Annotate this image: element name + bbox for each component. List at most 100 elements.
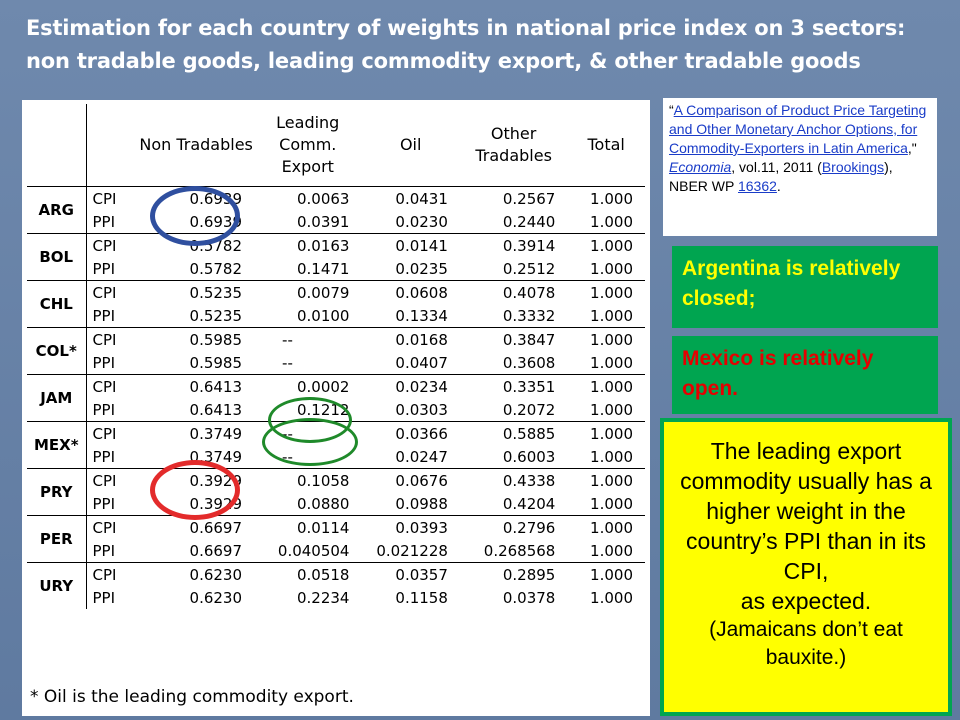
value-cell: 0.2440	[502, 212, 556, 231]
value-cell: 0.0114	[254, 515, 362, 539]
value-cell: --	[282, 353, 293, 372]
value-cell: 0.0079	[254, 280, 362, 304]
argentina-note: Argentina is relatively closed;	[672, 246, 938, 328]
value-cell: 0.0303	[395, 400, 448, 419]
value-cell: 0.0676	[361, 468, 460, 492]
value-cell: 0.0407	[395, 353, 448, 372]
value-cell: 1.000	[590, 447, 633, 466]
index-type-cell: PPI	[92, 212, 116, 231]
value-cell: 0.0880	[296, 494, 350, 513]
value-cell: 0.0357	[361, 562, 460, 586]
reference-citation: “A Comparison of Product Price Targeting…	[663, 98, 937, 236]
value-cell: --	[254, 327, 362, 351]
value-cell: 0.1334	[395, 306, 448, 325]
value-cell: 1.000	[567, 233, 645, 257]
value-cell: 0.0393	[361, 515, 460, 539]
table-row: PPI 0.3929 0.0880 0.0988 0.4204 1.000	[27, 492, 645, 516]
country-cell: COL*	[27, 327, 87, 375]
value-cell: 1.000	[590, 494, 633, 513]
country-cell: PRY	[27, 468, 87, 516]
value-cell: 0.2234	[296, 588, 350, 607]
index-type-cell: CPI	[86, 515, 139, 539]
value-cell: 1.000	[567, 515, 645, 539]
index-type-cell: PPI	[92, 400, 116, 419]
index-type-cell: CPI	[86, 327, 139, 351]
value-cell: 0.5235	[189, 306, 243, 325]
value-cell: 0.6413	[189, 400, 243, 419]
table-row: PRY CPI 0.3929 0.1058 0.0676 0.4338 1.000	[27, 468, 645, 516]
index-type-cell: CPI	[86, 233, 139, 257]
index-type-cell: PPI	[92, 588, 116, 607]
ref-wp-link[interactable]: 16362	[737, 178, 777, 194]
value-cell: 1.000	[590, 306, 633, 325]
value-cell: 0.0234	[361, 374, 460, 398]
value-cell: 0.040504	[277, 541, 350, 560]
value-cell: 0.2512	[502, 259, 556, 278]
slide-title: Estimation for each country of weights i…	[26, 16, 906, 73]
header-total: Total	[567, 104, 645, 187]
header-leading-export: Leading Comm. Export	[254, 104, 362, 187]
value-cell: 0.1158	[395, 588, 448, 607]
arg-highlight-circle	[150, 186, 240, 246]
ref-brookings-link[interactable]: Brookings	[821, 159, 885, 175]
value-cell: 0.2796	[459, 515, 568, 539]
value-cell: 0.1058	[254, 468, 362, 492]
value-cell: 0.0163	[254, 233, 362, 257]
country-cell: PER	[27, 515, 87, 563]
table-row: CHL CPI 0.5235 0.0079 0.0608 0.4078 1.000	[27, 280, 645, 328]
value-cell: 0.6697	[138, 515, 255, 539]
country-cell: URY	[27, 562, 87, 609]
value-cell: 0.3914	[459, 233, 568, 257]
country-cell: CHL	[27, 280, 87, 328]
index-type-cell: CPI	[86, 280, 139, 304]
header-country	[27, 104, 87, 187]
country-cell: ARG	[27, 186, 87, 234]
value-cell: 1.000	[567, 374, 645, 398]
index-type-cell: PPI	[92, 447, 116, 466]
value-cell: 1.000	[590, 259, 633, 278]
ref-journal-link[interactable]: Economia	[669, 159, 732, 175]
value-cell: 1.000	[567, 327, 645, 351]
index-type-cell: PPI	[92, 494, 116, 513]
value-cell: 0.4338	[459, 468, 568, 492]
header-non-tradables: Non Tradables	[138, 104, 255, 187]
value-cell: 0.6413	[138, 374, 255, 398]
ref-open-paren: (	[813, 159, 822, 175]
value-cell: 0.0002	[254, 374, 362, 398]
value-cell: 0.0235	[395, 259, 448, 278]
table-row: PPI 0.6697 0.040504 0.021228 0.268568 1.000	[27, 539, 645, 563]
ref-end: .	[776, 178, 781, 194]
value-cell: 0.0608	[361, 280, 460, 304]
lead-expected-text: as expected.	[740, 588, 872, 614]
value-cell: 1.000	[590, 541, 633, 560]
value-cell: 0.0391	[296, 212, 350, 231]
value-cell: 0.5782	[189, 259, 243, 278]
index-type-cell: PPI	[92, 306, 116, 325]
ref-volume: , vol.11, 2011	[731, 159, 814, 175]
value-cell: 1.000	[567, 421, 645, 445]
value-cell: 0.6230	[189, 588, 243, 607]
mexico-note: Mexico is relatively open.	[672, 336, 938, 414]
table-row: URY CPI 0.6230 0.0518 0.0357 0.2895 1.000	[27, 562, 645, 609]
ref-paper-link[interactable]: A Comparison of Product Price Targeting …	[669, 102, 927, 156]
leading-export-note: The leading export commodity usually has…	[660, 418, 952, 716]
value-cell: 1.000	[590, 400, 633, 419]
value-cell: 0.0063	[254, 186, 362, 210]
header-oil: Oil	[361, 104, 460, 187]
value-cell: 0.0431	[361, 186, 460, 210]
value-cell: 0.2072	[502, 400, 556, 419]
table-footnote: * Oil is the leading commodity export.	[30, 687, 354, 707]
value-cell: 0.0247	[395, 447, 448, 466]
value-cell: 0.5985	[138, 327, 255, 351]
table-row: JAM CPI 0.6413 0.0002 0.0234 0.3351 1.000	[27, 374, 645, 422]
value-cell: 0.3351	[459, 374, 568, 398]
value-cell: 0.6003	[502, 447, 556, 466]
index-type-cell: CPI	[86, 374, 139, 398]
table-row: PPI 0.5782 0.1471 0.0235 0.2512 1.000	[27, 257, 645, 281]
table-row: PPI 0.6230 0.2234 0.1158 0.0378 1.000	[27, 586, 645, 609]
value-cell: 0.0141	[361, 233, 460, 257]
header-other-tradables: Other Tradables	[459, 104, 568, 187]
country-cell: BOL	[27, 233, 87, 281]
index-type-cell: PPI	[92, 541, 116, 560]
index-type-cell: CPI	[86, 468, 139, 492]
